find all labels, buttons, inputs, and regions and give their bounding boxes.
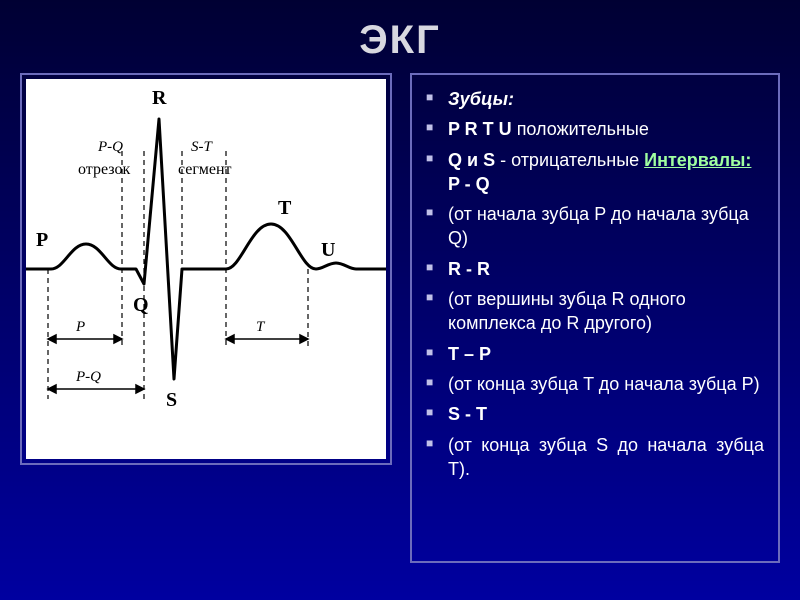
label-U: U [321,239,335,262]
label-PQ-int: P-Q [76,369,101,386]
ecg-svg [26,79,386,459]
label-S: S [166,389,177,412]
TP-label: T – P [448,344,491,364]
bullet-RR-desc: (от вершины зубца R одного комплекса до … [426,287,764,336]
RR-label: R - R [448,259,490,279]
ecg-diagram: P Q R S T U P-Q отрезок S-T сегмент P T … [26,79,386,459]
bullet-ST: S - T [426,402,764,426]
bullet-PQ-desc: (от начала зубца P до начала зубца Q) [426,202,764,251]
positive-suffix: положительные [512,119,649,139]
page-title: ЭКГ [0,0,800,73]
label-ST-seg-sub: сегмент [178,161,232,179]
bullet-RR: R - R [426,257,764,281]
diagram-frame: P Q R S T U P-Q отрезок S-T сегмент P T … [20,73,392,465]
waves-heading-text: Зубцы: [448,89,514,109]
label-ST-seg: S-T [191,139,212,156]
content-row: P Q R S T U P-Q отрезок S-T сегмент P T … [0,73,800,563]
bullet-list: Зубцы: P R T U положительные Q и S - отр… [426,87,764,481]
text-frame: Зубцы: P R T U положительные Q и S - отр… [410,73,780,563]
label-P-int: P [76,319,85,336]
ST-label: S - T [448,404,487,424]
bullet-ST-desc: (от конца зубца S до начала зубца T). [426,433,764,482]
positive-waves: P R T U [448,119,512,139]
label-Q: Q [133,294,149,317]
label-PQ-seg-sub: отрезок [78,161,130,179]
intervals-label: Интервалы: [644,150,751,170]
bullet-TP-desc: (от конца зубца T до начала зубца P) [426,372,764,396]
bullet-waves-heading: Зубцы: [426,87,764,111]
negative-waves: Q и S [448,150,495,170]
label-T-int: T [256,319,264,336]
label-R: R [152,87,166,110]
negative-suffix: - отрицательные [495,150,644,170]
bullet-positive: P R T U положительные [426,117,764,141]
bullet-negative-intervals: Q и S - отрицательные Интервалы: P - Q [426,148,764,197]
label-PQ-seg: P-Q [98,139,123,156]
label-T: T [278,197,291,220]
guide-lines [48,151,308,399]
bullet-TP: T – P [426,342,764,366]
label-P: P [36,229,48,252]
interval-PQ: P - Q [448,174,490,194]
